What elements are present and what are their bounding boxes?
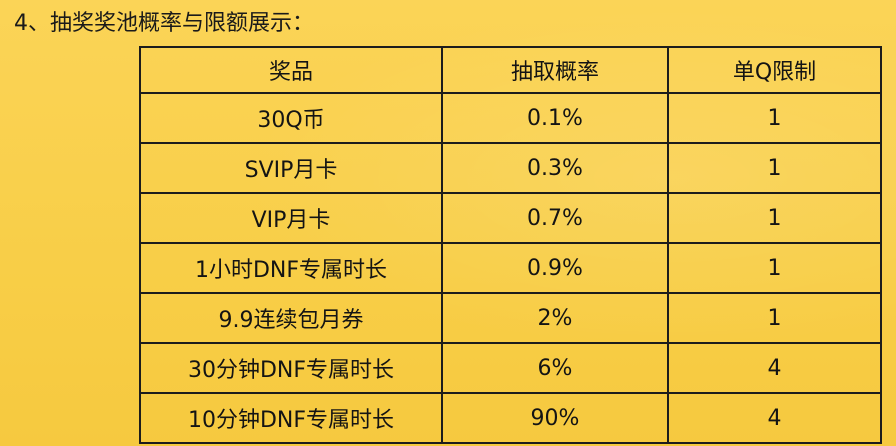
prize-cell: 1小时DNF专属时长	[139, 242, 443, 294]
section-heading: 4、抽奖奖池概率与限额展示：	[14, 11, 314, 36]
prize-probability-table: 奖品 抽取概率 单Q限制 30Q币 0.1% 1 SVIP月卡 0.3% 1 V…	[139, 46, 882, 444]
table-row: VIP月卡 0.7% 1	[139, 192, 882, 244]
prize-cell: 30分钟DNF专属时长	[139, 342, 443, 394]
limit-cell: 4	[667, 392, 882, 444]
prize-cell: 9.9连续包月券	[139, 292, 443, 344]
probability-cell: 2%	[441, 292, 669, 344]
limit-cell: 1	[667, 192, 882, 244]
header-probability: 抽取概率	[441, 46, 669, 94]
table-header-row: 奖品 抽取概率 单Q限制	[139, 46, 882, 94]
header-limit: 单Q限制	[667, 46, 882, 94]
probability-cell: 0.3%	[441, 142, 669, 194]
table-row: 1小时DNF专属时长 0.9% 1	[139, 242, 882, 294]
probability-cell: 0.1%	[441, 92, 669, 144]
probability-cell: 90%	[441, 392, 669, 444]
limit-cell: 1	[667, 242, 882, 294]
probability-cell: 0.7%	[441, 192, 669, 244]
prize-cell: VIP月卡	[139, 192, 443, 244]
prize-cell: 30Q币	[139, 92, 443, 144]
probability-cell: 0.9%	[441, 242, 669, 294]
table-row: 30分钟DNF专属时长 6% 4	[139, 342, 882, 394]
prize-cell: SVIP月卡	[139, 142, 443, 194]
table-row: 10分钟DNF专属时长 90% 4	[139, 392, 882, 444]
limit-cell: 1	[667, 142, 882, 194]
probability-cell: 6%	[441, 342, 669, 394]
header-prize: 奖品	[139, 46, 443, 94]
table-row: 9.9连续包月券 2% 1	[139, 292, 882, 344]
prize-cell: 10分钟DNF专属时长	[139, 392, 443, 444]
table-row: 30Q币 0.1% 1	[139, 92, 882, 144]
limit-cell: 1	[667, 292, 882, 344]
limit-cell: 1	[667, 92, 882, 144]
limit-cell: 4	[667, 342, 882, 394]
table-row: SVIP月卡 0.3% 1	[139, 142, 882, 194]
